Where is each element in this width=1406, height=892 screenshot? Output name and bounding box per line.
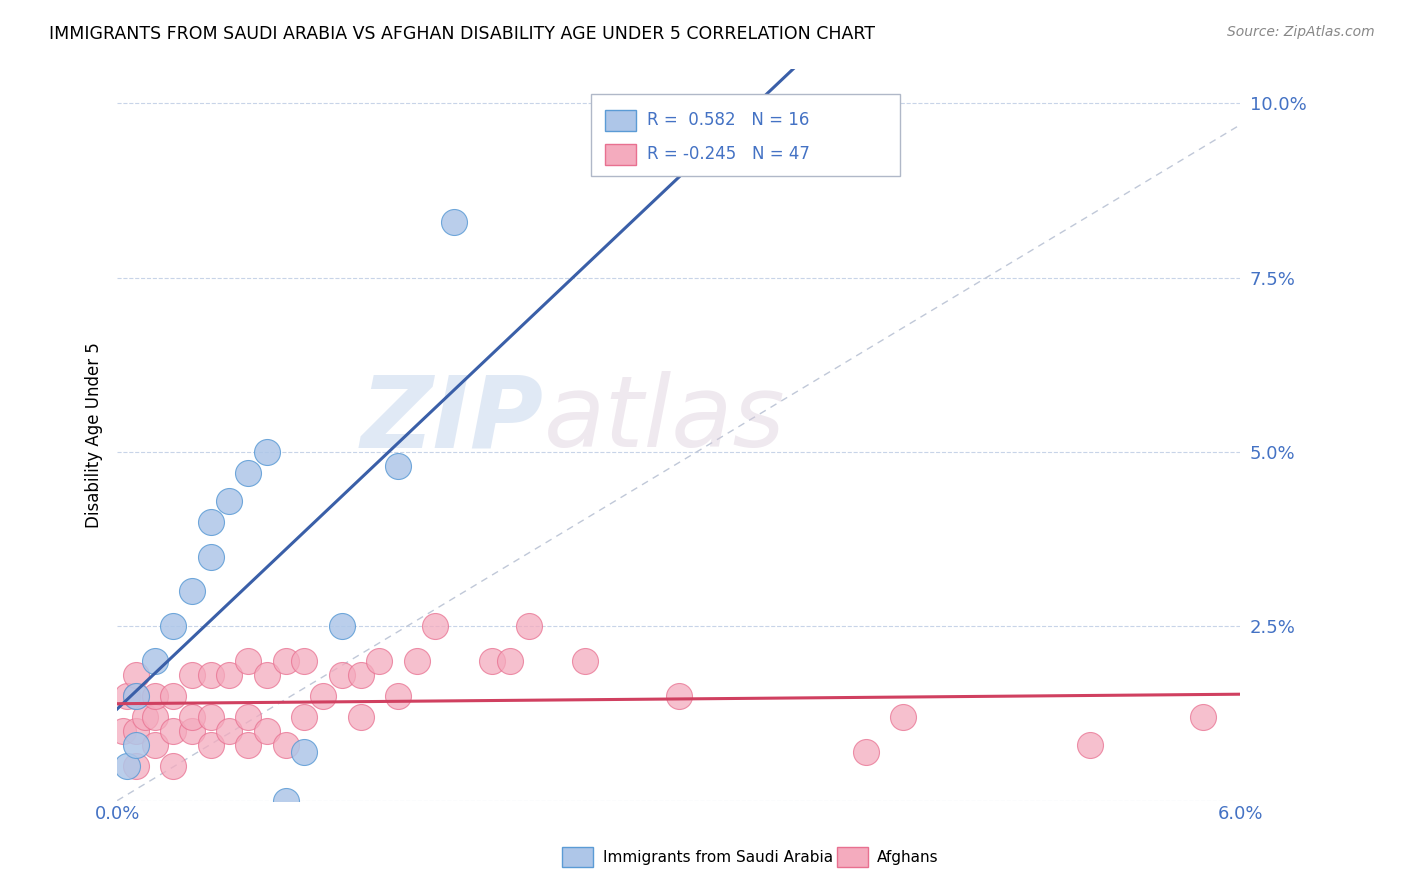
Point [1080, 738, 1102, 752]
Point [218, 493, 240, 508]
Point [292, 745, 315, 759]
Point [162, 758, 184, 772]
Point [125, 689, 148, 703]
Point [330, 619, 353, 633]
Point [443, 215, 465, 229]
Point [115, 758, 138, 772]
Point [349, 668, 371, 682]
Y-axis label: Disability Age Under 5: Disability Age Under 5 [86, 342, 103, 527]
Point [256, 723, 278, 738]
Point [162, 619, 184, 633]
Point [143, 689, 166, 703]
Point [181, 584, 204, 599]
Point [274, 738, 297, 752]
Point [200, 668, 222, 682]
Text: Source: ZipAtlas.com: Source: ZipAtlas.com [1227, 25, 1375, 39]
Point [162, 723, 184, 738]
Point [274, 654, 297, 668]
Point [125, 668, 148, 682]
Point [238, 738, 260, 752]
Point [181, 723, 204, 738]
Text: ZIP: ZIP [361, 371, 544, 468]
Point [1191, 710, 1213, 724]
Point [405, 654, 427, 668]
Point [111, 723, 134, 738]
Point [200, 738, 222, 752]
Point [855, 745, 877, 759]
Point [292, 654, 315, 668]
Point [256, 668, 278, 682]
Point [200, 710, 222, 724]
Point [125, 758, 148, 772]
Point [499, 654, 522, 668]
Point [125, 723, 148, 738]
Text: IMMIGRANTS FROM SAUDI ARABIA VS AFGHAN DISABILITY AGE UNDER 5 CORRELATION CHART: IMMIGRANTS FROM SAUDI ARABIA VS AFGHAN D… [49, 25, 875, 43]
Point [387, 689, 409, 703]
Text: Afghans: Afghans [877, 850, 939, 864]
Point [181, 668, 204, 682]
Point [238, 466, 260, 480]
Point [387, 458, 409, 473]
Point [134, 710, 156, 724]
Point [256, 445, 278, 459]
Point [218, 723, 240, 738]
Text: atlas: atlas [544, 371, 786, 468]
Point [143, 738, 166, 752]
Point [330, 668, 353, 682]
Point [143, 654, 166, 668]
Text: Immigrants from Saudi Arabia: Immigrants from Saudi Arabia [603, 850, 834, 864]
Point [349, 710, 371, 724]
Point [200, 515, 222, 529]
Point [517, 619, 540, 633]
Point [238, 710, 260, 724]
Point [125, 738, 148, 752]
Point [181, 710, 204, 724]
Point [218, 668, 240, 682]
Point [238, 654, 260, 668]
Point [481, 654, 503, 668]
Point [292, 710, 315, 724]
Point [368, 654, 391, 668]
Point [162, 689, 184, 703]
Text: R =  0.582   N = 16: R = 0.582 N = 16 [647, 112, 808, 129]
Point [425, 619, 447, 633]
Point [574, 654, 596, 668]
Point [200, 549, 222, 564]
Point [312, 689, 335, 703]
Point [668, 689, 690, 703]
Text: R = -0.245   N = 47: R = -0.245 N = 47 [647, 145, 810, 163]
Point [274, 794, 297, 808]
Point [115, 689, 138, 703]
Point [891, 710, 914, 724]
Point [143, 710, 166, 724]
Point [125, 689, 148, 703]
